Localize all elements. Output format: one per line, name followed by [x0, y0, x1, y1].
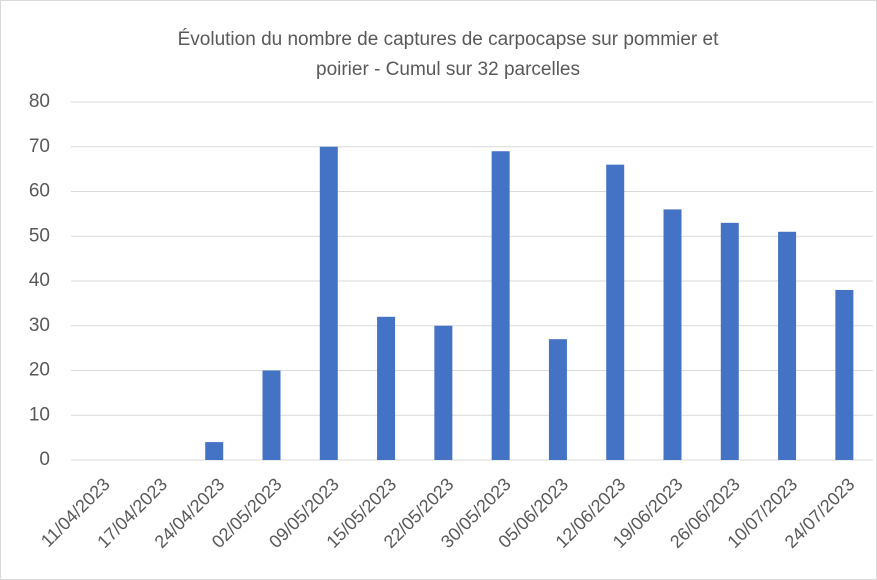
bar [377, 316, 396, 460]
bar [548, 339, 567, 460]
chart-title: Évolution du nombre de captures de carpo… [178, 29, 719, 50]
bar [491, 151, 510, 460]
bar [262, 370, 281, 460]
chart-title: poirier - Cumul sur 32 parcelles [316, 59, 580, 80]
y-tick-label: 60 [29, 181, 50, 202]
y-tick-label: 40 [29, 270, 50, 291]
y-tick-label: 30 [29, 315, 50, 336]
bar [606, 164, 625, 460]
y-tick-label: 80 [29, 91, 50, 112]
bar [319, 146, 338, 460]
y-tick-label: 20 [29, 360, 50, 381]
y-tick-label: 70 [29, 136, 50, 157]
y-tick-label: 10 [29, 404, 50, 425]
bar [835, 289, 854, 460]
bar [720, 222, 739, 460]
bar [778, 231, 797, 460]
y-tick-label: 50 [29, 225, 50, 246]
bar [663, 209, 682, 460]
bar [434, 325, 453, 460]
y-tick-label: 0 [39, 449, 50, 470]
bar [205, 442, 224, 460]
